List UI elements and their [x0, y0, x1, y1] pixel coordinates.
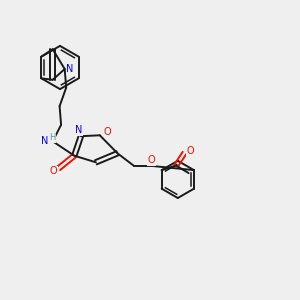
Text: O: O: [187, 146, 194, 157]
Text: N: N: [66, 64, 74, 74]
Text: O: O: [103, 127, 111, 137]
Text: O: O: [148, 155, 155, 165]
Text: H: H: [49, 133, 55, 142]
Text: N: N: [40, 136, 48, 146]
Text: N: N: [75, 125, 82, 135]
Text: O: O: [50, 166, 57, 176]
